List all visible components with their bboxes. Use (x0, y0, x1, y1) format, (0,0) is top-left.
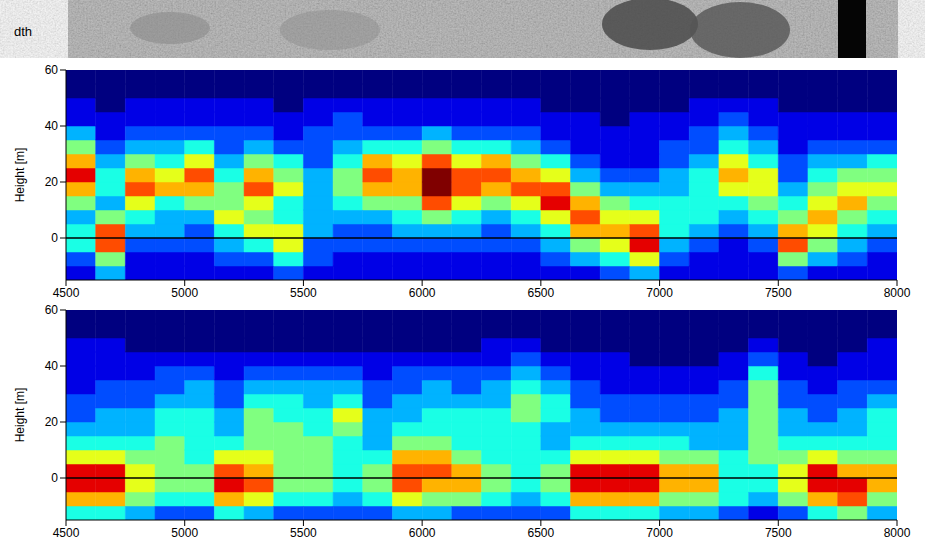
svg-text:Height [m]: Height [m] (13, 388, 27, 443)
svg-text:4500: 4500 (53, 286, 80, 300)
svg-text:40: 40 (45, 359, 59, 373)
svg-text:40: 40 (45, 119, 59, 133)
svg-text:7500: 7500 (765, 526, 792, 540)
svg-text:7000: 7000 (646, 286, 673, 300)
svg-text:6500: 6500 (528, 286, 555, 300)
svg-text:7500: 7500 (765, 286, 792, 300)
svg-text:5000: 5000 (171, 526, 198, 540)
svg-text:7000: 7000 (646, 526, 673, 540)
svg-text:6000: 6000 (409, 286, 436, 300)
svg-text:Height [m]: Height [m] (13, 148, 27, 203)
svg-text:6500: 6500 (528, 526, 555, 540)
svg-text:20: 20 (45, 415, 59, 429)
svg-text:60: 60 (45, 303, 59, 317)
svg-text:4500: 4500 (53, 526, 80, 540)
svg-text:6000: 6000 (409, 526, 436, 540)
svg-text:dth: dth (14, 24, 32, 39)
svg-text:8000: 8000 (884, 286, 911, 300)
svg-text:0: 0 (51, 471, 58, 485)
svg-text:8000: 8000 (884, 526, 911, 540)
svg-text:5500: 5500 (290, 286, 317, 300)
svg-text:60: 60 (45, 63, 59, 77)
svg-text:5500: 5500 (290, 526, 317, 540)
svg-text:20: 20 (45, 175, 59, 189)
svg-text:5000: 5000 (171, 286, 198, 300)
svg-text:0: 0 (51, 231, 58, 245)
